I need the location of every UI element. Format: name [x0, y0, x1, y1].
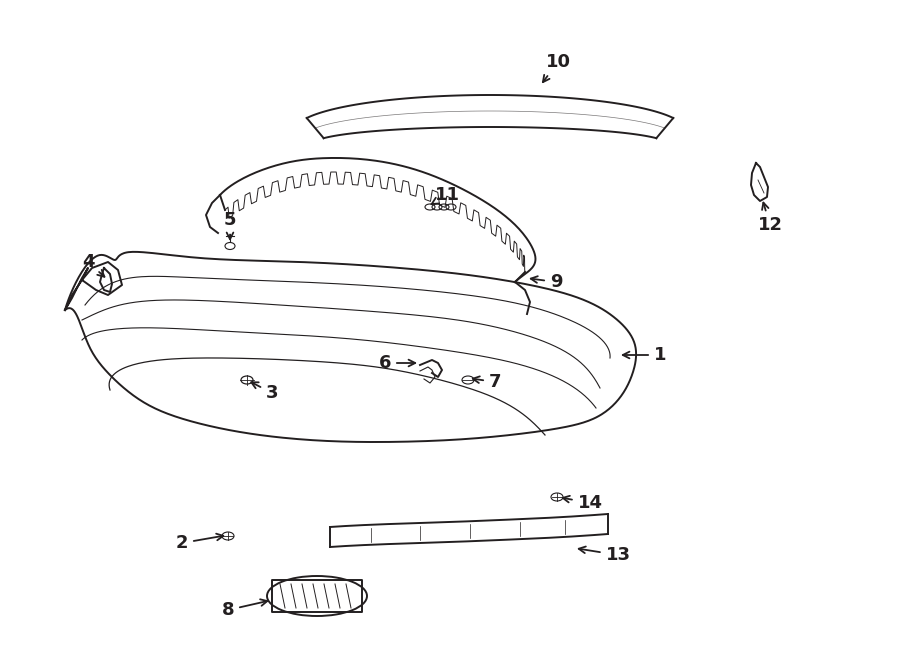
Text: 9: 9: [531, 273, 562, 291]
Text: 1: 1: [623, 346, 666, 364]
Text: 12: 12: [758, 203, 782, 234]
Text: 13: 13: [579, 546, 631, 564]
Bar: [272, 580, 362, 612]
Text: 7: 7: [472, 373, 501, 391]
Text: 3: 3: [251, 382, 278, 402]
Text: 2: 2: [176, 533, 223, 552]
Text: 11: 11: [431, 186, 460, 204]
Text: 6: 6: [379, 354, 415, 372]
Text: 14: 14: [562, 494, 602, 512]
Text: 10: 10: [543, 53, 571, 82]
Text: 8: 8: [221, 600, 267, 619]
Text: 5: 5: [224, 211, 236, 239]
Text: 4: 4: [82, 253, 104, 277]
